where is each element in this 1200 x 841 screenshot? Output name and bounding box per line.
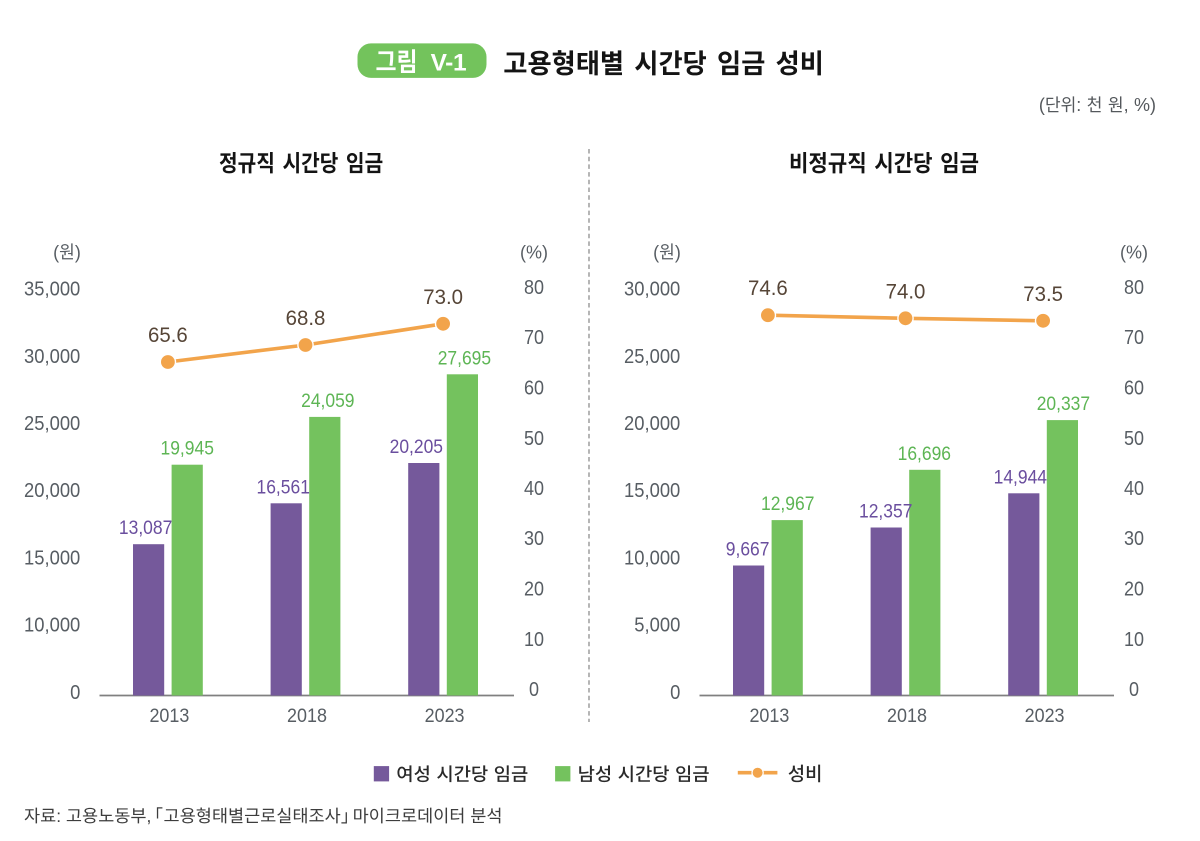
svg-text:30: 30 (1124, 528, 1144, 550)
svg-text:9,667: 9,667 (726, 538, 770, 560)
svg-text:12,967: 12,967 (761, 492, 814, 514)
svg-text:2023: 2023 (425, 704, 465, 726)
svg-text:2013: 2013 (749, 704, 789, 726)
svg-text:73.5: 73.5 (1023, 282, 1063, 306)
svg-text:74.6: 74.6 (748, 277, 788, 301)
svg-text:25,000: 25,000 (624, 346, 680, 368)
svg-text:0: 0 (529, 679, 539, 701)
svg-text:2018: 2018 (287, 704, 327, 726)
svg-text:24,059: 24,059 (301, 389, 354, 411)
svg-text:80: 80 (524, 277, 544, 299)
svg-text:,: , (1124, 95, 1129, 115)
svg-text:20,000: 20,000 (624, 413, 680, 435)
svg-text:13,087: 13,087 (119, 516, 172, 538)
svg-text:2023: 2023 (1025, 704, 1065, 726)
svg-text:20,337: 20,337 (1037, 392, 1090, 414)
svg-text:%): %) (1134, 95, 1156, 115)
svg-text:,: , (147, 806, 152, 826)
svg-text:(: ( (653, 242, 659, 262)
svg-text::: : (56, 806, 61, 826)
svg-text:V-1: V-1 (431, 50, 467, 77)
svg-text:(: ( (53, 242, 59, 262)
svg-text:16,561: 16,561 (256, 476, 309, 498)
svg-text:68.8: 68.8 (286, 307, 326, 331)
svg-text:(%): (%) (520, 242, 548, 262)
svg-text:20: 20 (524, 579, 544, 601)
svg-text:10: 10 (1124, 629, 1144, 651)
svg-text:74.0: 74.0 (886, 280, 926, 304)
svg-text:60: 60 (524, 378, 544, 400)
svg-text:25,000: 25,000 (24, 413, 80, 435)
svg-text:73.0: 73.0 (423, 285, 463, 309)
svg-text:65.6: 65.6 (148, 324, 188, 348)
svg-text:0: 0 (1129, 679, 1139, 701)
svg-text:10,000: 10,000 (24, 615, 80, 637)
svg-text:60: 60 (1124, 378, 1144, 400)
svg-text:5,000: 5,000 (634, 615, 680, 637)
svg-text:15,000: 15,000 (24, 548, 80, 570)
svg-text:35,000: 35,000 (24, 279, 80, 301)
svg-text:50: 50 (524, 428, 544, 450)
svg-text:27,695: 27,695 (438, 347, 491, 369)
svg-text:20,205: 20,205 (390, 435, 443, 457)
svg-text:40: 40 (1124, 478, 1144, 500)
svg-text:2018: 2018 (887, 704, 927, 726)
svg-text:19,945: 19,945 (160, 437, 213, 459)
svg-text:2013: 2013 (149, 704, 189, 726)
svg-text:(: ( (1039, 95, 1045, 115)
svg-text:(%): (%) (1120, 242, 1148, 262)
svg-text:50: 50 (1124, 428, 1144, 450)
svg-text::: : (1076, 95, 1081, 115)
svg-text:): ) (675, 242, 681, 262)
svg-text:10,000: 10,000 (624, 548, 680, 570)
svg-text:20: 20 (1124, 579, 1144, 601)
svg-text:70: 70 (524, 327, 544, 349)
svg-text:80: 80 (1124, 277, 1144, 299)
svg-text:10: 10 (524, 629, 544, 651)
svg-text:0: 0 (670, 682, 680, 704)
svg-text:40: 40 (524, 478, 544, 500)
svg-text:16,696: 16,696 (898, 442, 951, 464)
svg-text:14,944: 14,944 (994, 466, 1047, 488)
svg-text:30,000: 30,000 (24, 346, 80, 368)
svg-text:30: 30 (524, 528, 544, 550)
svg-text:70: 70 (1124, 327, 1144, 349)
svg-text:30,000: 30,000 (624, 279, 680, 301)
svg-text:20,000: 20,000 (24, 481, 80, 503)
svg-text:0: 0 (70, 682, 80, 704)
svg-text:15,000: 15,000 (624, 481, 680, 503)
svg-text:12,357: 12,357 (859, 500, 912, 522)
svg-text:): ) (75, 242, 81, 262)
